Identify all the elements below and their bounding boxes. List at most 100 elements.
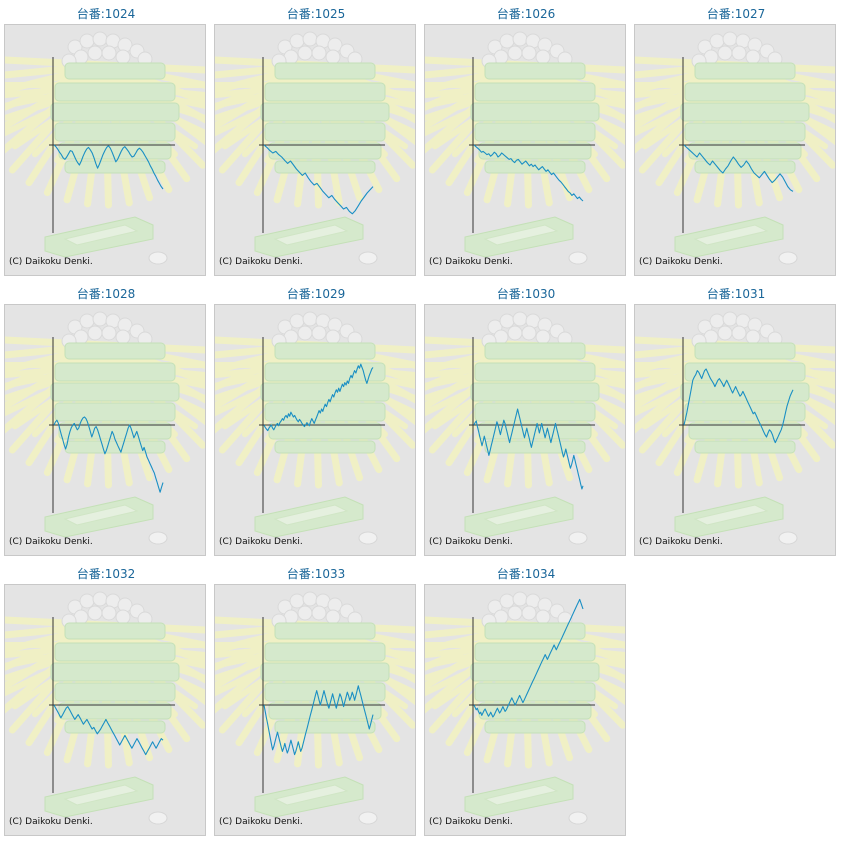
series-line (263, 685, 374, 756)
chart-frame: (C) Daikoku Denki. (4, 304, 206, 556)
watermark-ball (709, 33, 725, 49)
chart-cell: 台番:1024 (C) Daikoku Denki. (4, 4, 208, 284)
chart-title[interactable]: 台番:1024 (76, 7, 136, 21)
watermark-ball (311, 45, 327, 61)
chart-svg (425, 311, 625, 545)
watermark-image (425, 311, 625, 545)
watermark-box (474, 642, 596, 662)
watermark-ball (535, 329, 551, 345)
watermark-box (274, 720, 376, 734)
chart-title[interactable]: 台番:1025 (286, 7, 346, 21)
chart-title[interactable]: 台番:1030 (496, 287, 556, 301)
watermark-box (54, 402, 176, 422)
chart-cell: 台番:1025 (C) Daikoku Denki. (214, 4, 418, 284)
watermark-box (684, 402, 806, 422)
watermark-ball (115, 609, 131, 625)
watermark-box (484, 622, 586, 640)
watermark-box (684, 82, 806, 102)
watermark-coin (148, 531, 168, 545)
watermark-box (274, 622, 376, 640)
chart-frame: (C) Daikoku Denki. (634, 24, 836, 276)
watermark-ball (79, 33, 95, 49)
chart-title[interactable]: 台番:1027 (706, 7, 766, 21)
watermark-box (684, 362, 806, 382)
chart-title[interactable]: 台番:1031 (706, 287, 766, 301)
series-line (473, 598, 584, 718)
series-line (53, 144, 164, 190)
watermark-ball (507, 605, 523, 621)
watermark-coin (358, 811, 378, 825)
watermark-ball (87, 605, 103, 621)
watermark-box (484, 62, 586, 80)
watermark-box (64, 622, 166, 640)
watermark-box (484, 342, 586, 360)
watermark-ball (535, 49, 551, 65)
copyright-text: (C) Daikoku Denki. (429, 537, 513, 547)
watermark-box (694, 342, 796, 360)
watermark-ball (92, 591, 108, 607)
watermark-tray-inner (63, 784, 139, 806)
copyright-text: (C) Daikoku Denki. (9, 257, 93, 267)
watermark-box (274, 160, 376, 174)
chart-cell: 台番:1026 (C) Daikoku Denki. (424, 4, 628, 284)
watermark-box (274, 440, 376, 454)
watermark-box (54, 122, 176, 142)
watermark-tray-inner (273, 504, 349, 526)
watermark-box (274, 62, 376, 80)
watermark-coin (568, 531, 588, 545)
watermark-box (474, 402, 596, 422)
chart-frame: (C) Daikoku Denki. (4, 24, 206, 276)
watermark-ball (297, 605, 313, 621)
chart-title[interactable]: 台番:1033 (286, 567, 346, 581)
watermark-tray-inner (63, 504, 139, 526)
watermark-tray-inner (483, 224, 559, 246)
watermark-ball (289, 313, 305, 329)
watermark-box (264, 642, 386, 662)
watermark-ball (289, 33, 305, 49)
watermark-ball (709, 313, 725, 329)
watermark-box (260, 102, 390, 122)
chart-cell: 台番:1029 (C) Daikoku Denki. (214, 284, 418, 564)
watermark-ball (115, 49, 131, 65)
watermark-ball (512, 311, 528, 327)
watermark-ball (297, 45, 313, 61)
chart-title[interactable]: 台番:1028 (76, 287, 136, 301)
chart-svg (635, 31, 835, 265)
watermark-image (425, 591, 625, 825)
watermark-ball (115, 329, 131, 345)
watermark-ball (717, 45, 733, 61)
chart-title[interactable]: 台番:1026 (496, 7, 556, 21)
watermark-box (64, 62, 166, 80)
series-line (473, 408, 584, 490)
copyright-text: (C) Daikoku Denki. (429, 817, 513, 827)
watermark-box (484, 720, 586, 734)
watermark-tray-inner (273, 224, 349, 246)
watermark-ball (311, 325, 327, 341)
watermark-ball (302, 311, 318, 327)
watermark-box (264, 362, 386, 382)
watermark-image (5, 591, 205, 825)
watermark-ball (512, 31, 528, 47)
chart-frame: (C) Daikoku Denki. (4, 584, 206, 836)
chart-title[interactable]: 台番:1034 (496, 567, 556, 581)
watermark-ball (521, 325, 537, 341)
watermark-box (694, 440, 796, 454)
watermark-ball (325, 329, 341, 345)
watermark-box (50, 102, 180, 122)
watermark-coin (358, 251, 378, 265)
watermark-box (54, 362, 176, 382)
watermark-ball (507, 45, 523, 61)
watermark-ball (311, 605, 327, 621)
watermark-box (58, 702, 172, 720)
chart-svg (425, 31, 625, 265)
watermark-ball (92, 311, 108, 327)
watermark-box (470, 102, 600, 122)
watermark-tray-inner (63, 224, 139, 246)
chart-title[interactable]: 台番:1029 (286, 287, 346, 301)
copyright-text: (C) Daikoku Denki. (219, 537, 303, 547)
watermark-image (215, 591, 415, 825)
chart-frame: (C) Daikoku Denki. (424, 304, 626, 556)
chart-title[interactable]: 台番:1032 (76, 567, 136, 581)
watermark-tray-inner (483, 784, 559, 806)
watermark-box (54, 82, 176, 102)
